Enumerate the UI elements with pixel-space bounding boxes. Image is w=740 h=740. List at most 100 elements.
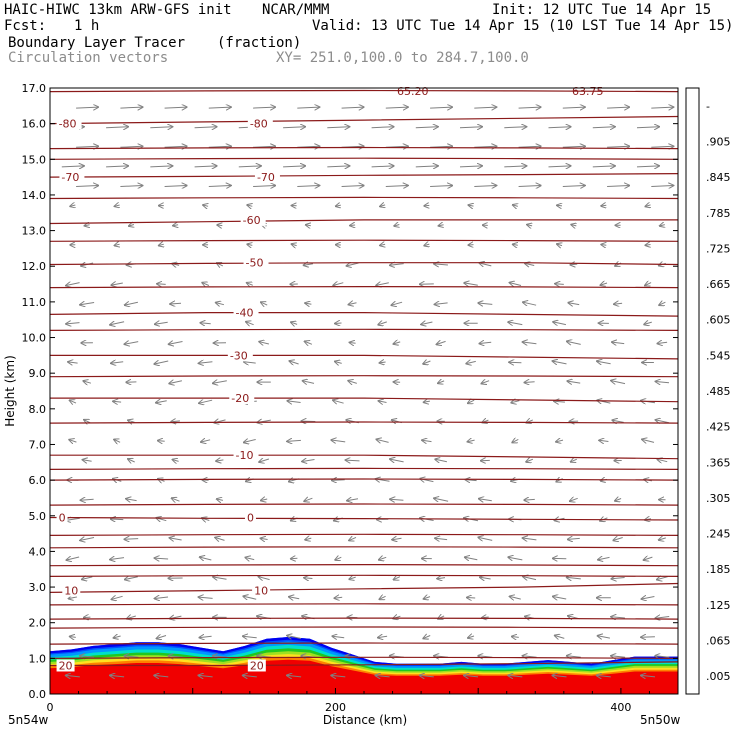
circulation-vector — [76, 186, 98, 187]
circulation-vector — [611, 381, 626, 384]
circulation-vector — [349, 537, 357, 540]
circulation-vector — [76, 146, 98, 147]
circulation-vector — [464, 283, 478, 285]
isotherm--30 — [50, 354, 678, 360]
contour-label: -80 — [250, 118, 268, 131]
circulation-vector — [612, 420, 624, 422]
contour-label: -50 — [246, 257, 264, 270]
circulation-vector — [304, 578, 313, 579]
circulation-vector — [125, 539, 139, 540]
contour-label-bg — [56, 511, 68, 524]
circulation-vector — [305, 303, 312, 304]
y-tick-label: 16.0 — [22, 118, 47, 131]
circulation-vector — [439, 225, 444, 226]
circulation-vector — [459, 127, 482, 128]
circulation-vector — [597, 361, 611, 364]
forecast-label: Fcst: — [4, 18, 47, 34]
circulation-vector — [253, 186, 275, 187]
circulation-vector — [548, 127, 571, 128]
circulation-vector — [66, 518, 80, 520]
circulation-vector — [243, 636, 257, 638]
circulation-vector — [111, 362, 124, 364]
y-tick-label: 15.0 — [22, 153, 47, 166]
circulation-vector — [480, 342, 492, 343]
contour-label-bg — [240, 213, 266, 226]
circulation-vector — [554, 401, 565, 402]
isotherm--70 — [50, 173, 678, 178]
circulation-vector — [523, 656, 537, 658]
circulation-vector — [202, 283, 210, 286]
circulation-vector — [350, 225, 355, 226]
circulation-vector — [612, 342, 625, 344]
circulation-vector — [341, 107, 364, 108]
isotherm-line — [50, 503, 678, 506]
valid-time: Valid: 13 UTC Tue 14 Apr 15 (10 LST Tue … — [312, 18, 734, 34]
tracer-top-edge — [50, 637, 678, 666]
circulation-vector — [480, 577, 491, 579]
circulation-vector — [379, 557, 387, 560]
circulation-vector — [557, 244, 562, 246]
circulation-vector — [509, 362, 522, 363]
isotherm-line — [50, 478, 678, 481]
isotherm-line — [50, 421, 678, 424]
colorbar-label: .725 — [706, 242, 731, 255]
circulation-vector — [513, 244, 518, 245]
circulation-vector — [525, 382, 535, 383]
circulation-vector — [385, 186, 408, 187]
circulation-vector — [82, 577, 93, 580]
circulation-vector — [297, 107, 319, 108]
circulation-vector — [348, 381, 357, 384]
circulation-vector — [194, 166, 217, 167]
contour-label-bg — [252, 584, 271, 597]
circulation-vector — [468, 636, 475, 638]
circulation-vector — [645, 283, 652, 286]
circulation-vector — [518, 186, 541, 187]
circulation-vector — [478, 537, 493, 540]
contour-labels: -80 -80 -70 -70 -60 -50 -40 -30 -20 -10 0 0 10 10 20 20… — [56, 85, 604, 672]
circulation-vector — [194, 127, 217, 128]
colorbar-label: .425 — [706, 421, 731, 434]
y-tick-label: 12.0 — [22, 260, 47, 273]
y-tick-label: 10.0 — [22, 332, 47, 345]
y-tick-label: 17.0 — [22, 82, 47, 95]
y-tick-label: 2.0 — [29, 617, 47, 630]
circulation-vector — [347, 263, 359, 266]
circulation-vector — [84, 617, 91, 618]
circulation-vector — [601, 283, 608, 285]
circulation-vector — [69, 597, 78, 599]
circulation-vector — [651, 107, 673, 108]
circulation-vector — [459, 166, 482, 167]
circulation-vector — [216, 460, 224, 461]
circulation-vector — [390, 264, 404, 266]
circulation-vector — [394, 342, 401, 344]
circulation-vector — [336, 205, 341, 206]
circulation-vector — [333, 283, 344, 286]
circulation-vector — [504, 127, 526, 128]
model-title: HAIC-HIWC 13km ARW-GFS init — [4, 2, 232, 18]
colorbar-label: .845 — [706, 171, 731, 184]
circulation-vector — [378, 322, 387, 325]
circulation-vector — [482, 381, 490, 384]
circulation-vector — [125, 577, 138, 580]
circulation-vector — [129, 225, 134, 227]
circulation-vector — [327, 127, 349, 128]
circulation-vector — [567, 656, 581, 658]
isotherm--20 — [50, 397, 678, 403]
circulation-vector — [259, 342, 270, 344]
circulation-vector — [422, 440, 432, 441]
contour-label-bg — [254, 171, 280, 184]
circulation-vector — [66, 323, 80, 324]
circulation-vector — [243, 596, 257, 599]
circulation-vector — [553, 322, 567, 325]
circulation-vector — [114, 636, 121, 638]
circulation-vector — [349, 577, 356, 579]
circulation-vector — [106, 166, 128, 167]
org-label: NCAR/MMM — [262, 2, 330, 18]
circulation-vectors — [61, 107, 674, 677]
circulation-vector — [655, 656, 670, 658]
circulation-vector — [216, 303, 225, 305]
y-tick-label: 3.0 — [29, 581, 47, 594]
circulation-vector — [215, 538, 225, 541]
cross-section-endpoints: XY= 251.0,100.0 to 284.7,100.0 — [276, 50, 529, 66]
